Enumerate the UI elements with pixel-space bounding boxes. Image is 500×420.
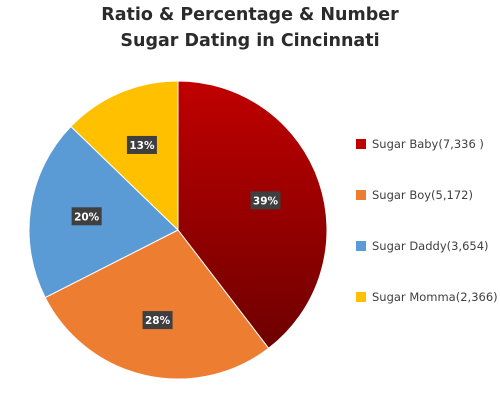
- legend-label: Sugar Momma(2,366): [372, 290, 498, 304]
- pie-slice-sugar-baby: [177, 80, 328, 349]
- data-label-box: [126, 135, 157, 154]
- data-label-text: 20%: [74, 211, 100, 223]
- legend-swatch: [356, 190, 366, 200]
- legend-label: Sugar Daddy(3,654): [372, 239, 489, 253]
- pie-slice-sugar-boy: [44, 229, 270, 380]
- chart-title: Ratio & Percentage & Number Sugar Dating…: [0, 2, 500, 54]
- chart-title-line-1: Ratio & Percentage & Number: [101, 5, 399, 25]
- legend-item-sugar-momma: Sugar Momma(2,366): [356, 288, 500, 306]
- data-label-box: [71, 207, 102, 226]
- data-label-sugar-baby: 39%: [250, 191, 281, 210]
- legend-label: Sugar Baby(7,336 ): [372, 137, 484, 151]
- chart-legend: Sugar Baby(7,336 ) Sugar Boy(5,172) Suga…: [356, 135, 500, 339]
- legend-item-sugar-boy: Sugar Boy(5,172): [356, 186, 500, 204]
- data-label-text: 28%: [145, 315, 171, 327]
- data-label-sugar-boy: 28%: [142, 311, 173, 330]
- legend-item-sugar-baby: Sugar Baby(7,336 ): [356, 135, 500, 153]
- data-label-sugar-momma: 13%: [126, 135, 157, 154]
- pie-slice-sugar-daddy: [28, 125, 179, 299]
- pie-slice-sugar-momma: [70, 80, 179, 232]
- legend-label: Sugar Boy(5,172): [372, 188, 473, 202]
- data-label-sugar-daddy: 20%: [71, 207, 102, 226]
- legend-swatch: [356, 139, 366, 149]
- legend-item-sugar-daddy: Sugar Daddy(3,654): [356, 237, 500, 255]
- legend-swatch: [356, 241, 366, 251]
- data-label-box: [250, 191, 281, 210]
- data-label-text: 39%: [253, 195, 279, 207]
- chart-title-line-2: Sugar Dating in Cincinnati: [120, 31, 380, 51]
- data-label-text: 13%: [129, 140, 155, 152]
- legend-swatch: [356, 292, 366, 302]
- data-label-box: [142, 311, 173, 330]
